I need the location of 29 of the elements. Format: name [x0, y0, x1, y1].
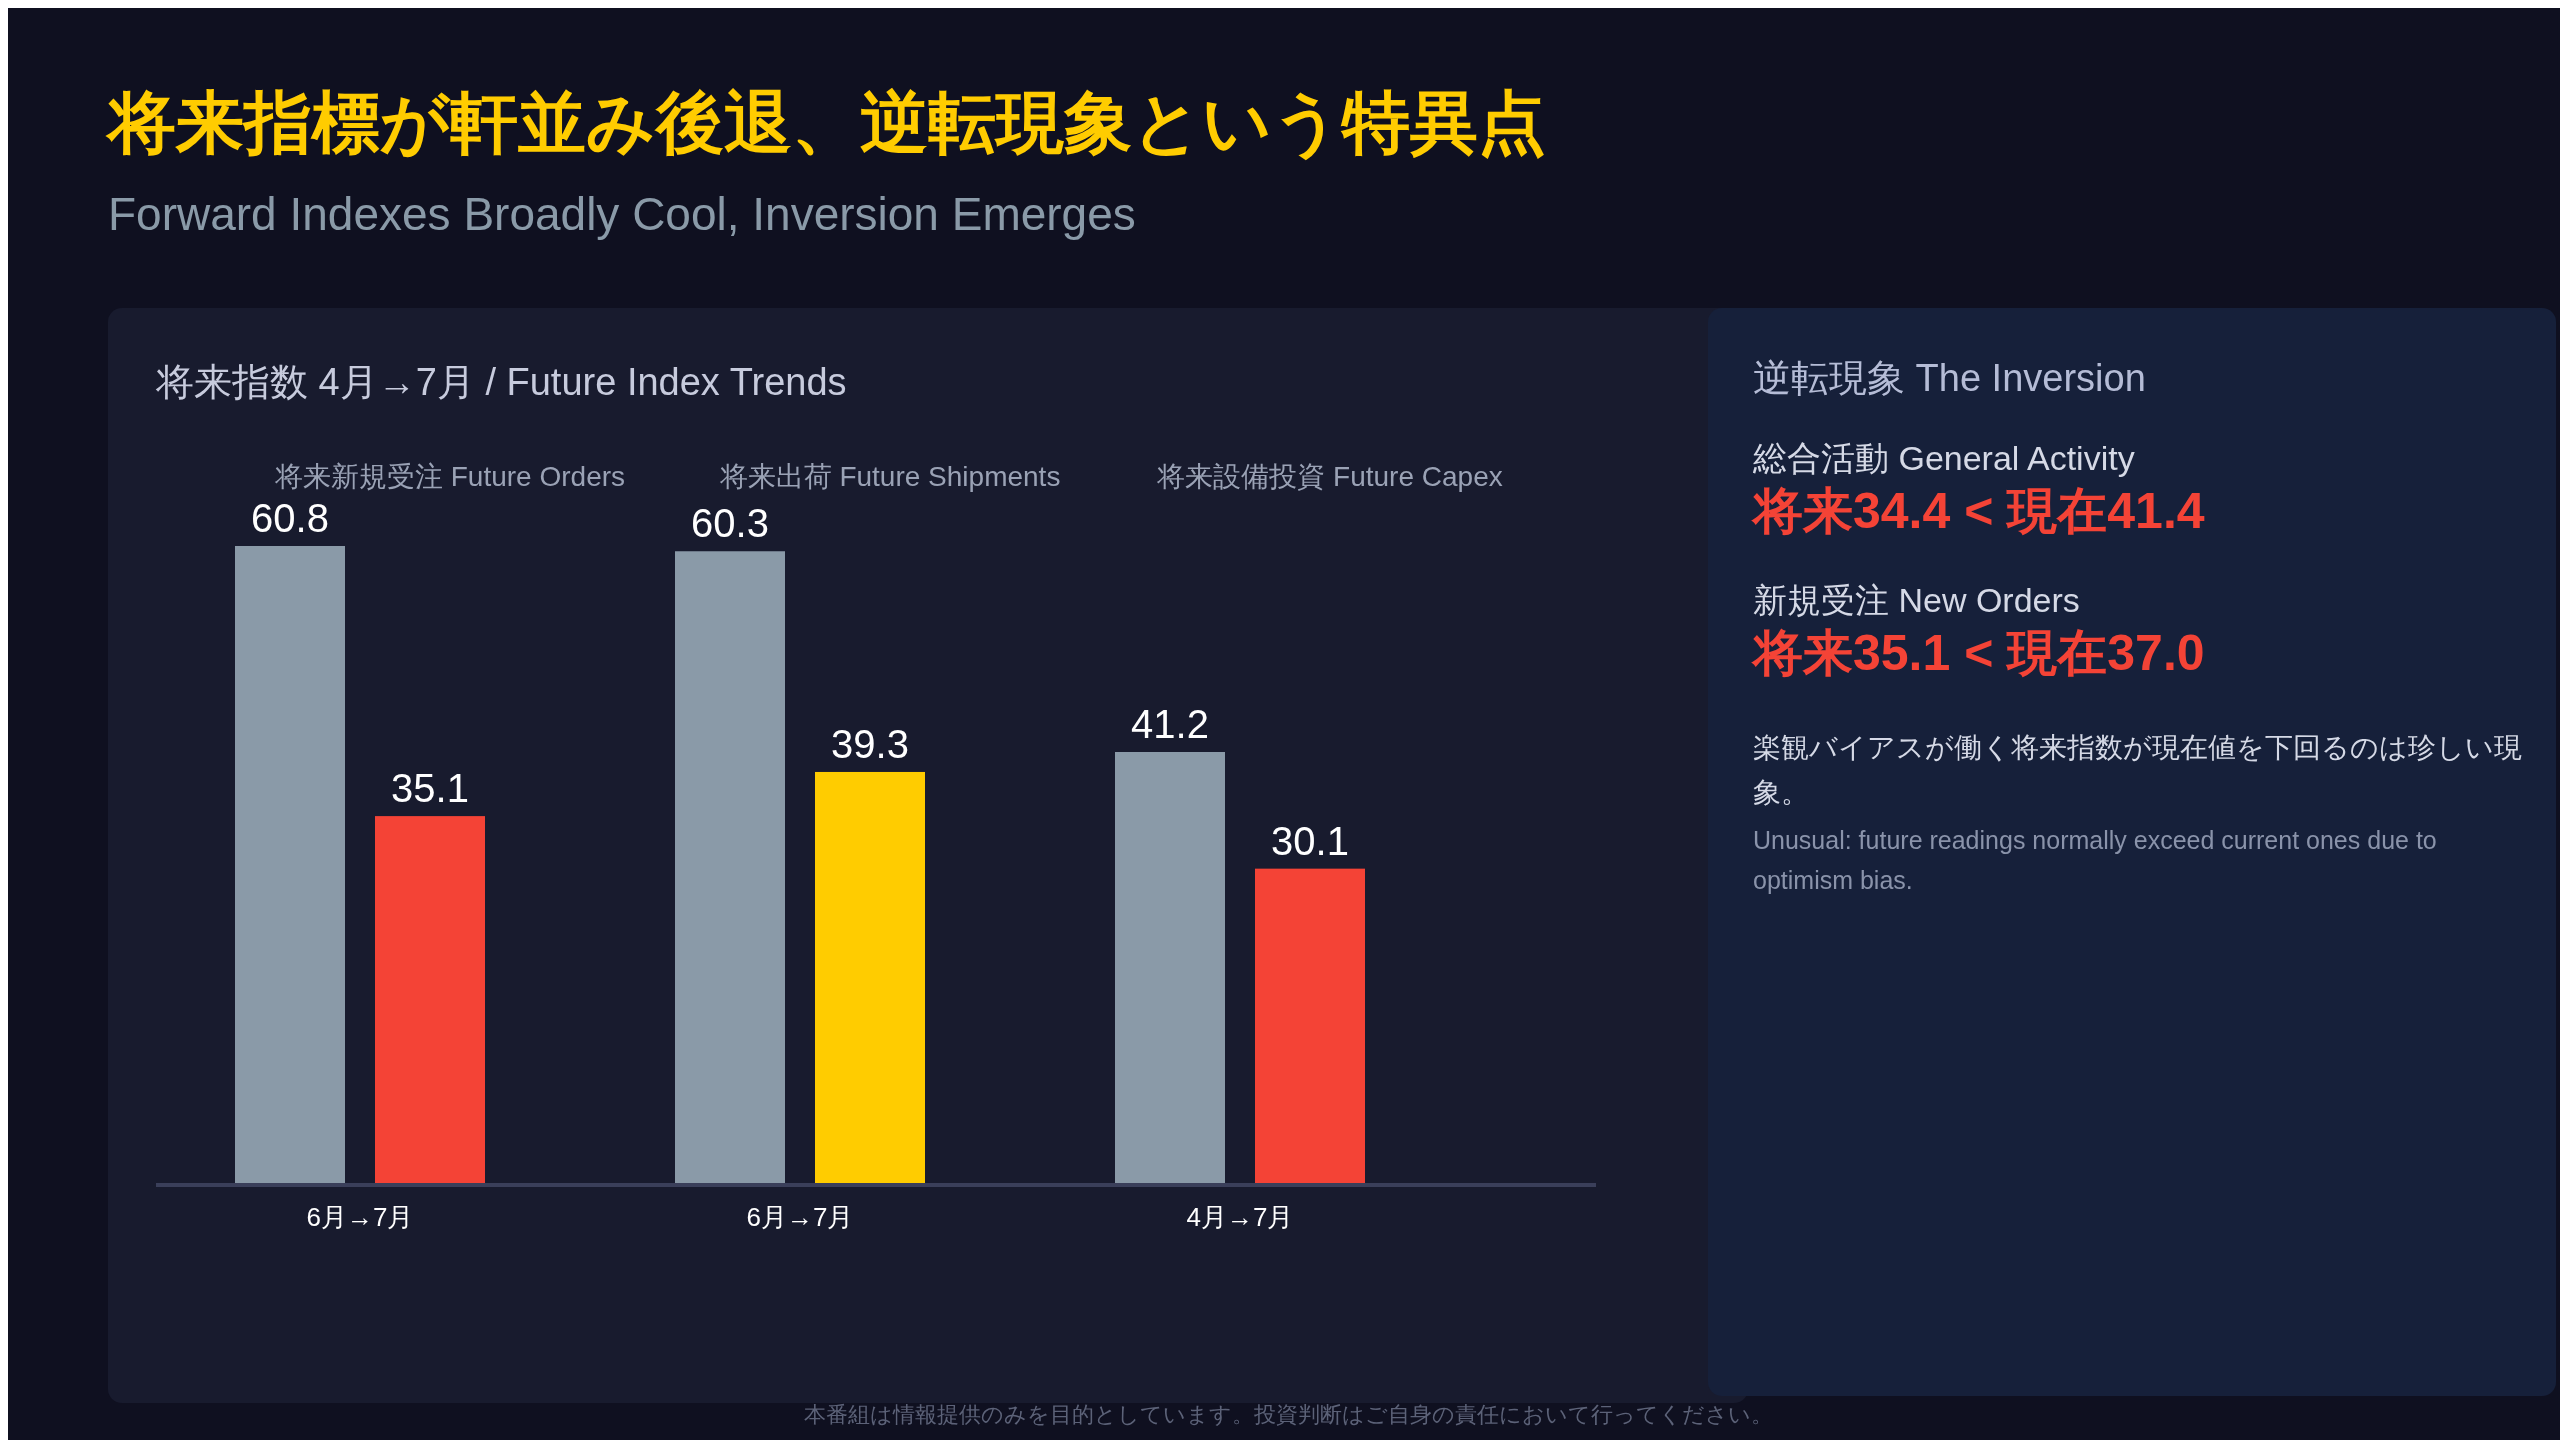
text: 本番組は情報提供のみを目的としています。投資判断はご自身の責任において行ってください。 [803, 1402, 1773, 1427]
data-label: 60.3 [691, 501, 769, 546]
text: 将来指数 4月→7月 / Future Index Trends [155, 361, 847, 403]
bar [235, 546, 345, 1185]
data-label: 39.3 [831, 721, 909, 766]
bar [1115, 751, 1225, 1185]
x-tick-label: 6月→7月 [306, 1202, 414, 1232]
data-label: 41.2 [1131, 701, 1209, 746]
text: 将来35.1 < 現在37.0 [1751, 625, 2205, 681]
chart-title: 将来指標が軒並み後退、逆転現象という特異点 [105, 84, 1546, 161]
x-tick-label: 6月→7月 [746, 1202, 854, 1232]
bar [675, 551, 785, 1185]
bar [1255, 868, 1365, 1185]
text: Unusual: future readings normally exceed current ones due to optimism bias. [1753, 825, 2438, 896]
text: 逆転現象 The Inversion [1753, 357, 2146, 399]
bar [375, 816, 485, 1185]
text: 将来新規受注 Future Orders [273, 461, 626, 492]
bar [815, 771, 925, 1185]
data-label: 30.1 [1271, 818, 1349, 863]
data-label: 35.1 [391, 766, 469, 811]
text: 総合活動 General Activity [1752, 439, 2135, 477]
data-label: 60.8 [251, 496, 329, 540]
text: 新規受注 New Orders [1753, 581, 2080, 619]
text: 将来34.4 < 現在41.4 [1751, 483, 2205, 539]
chart-subtitle: Forward Indexes Broadly Cool, Inversion Emerges [108, 188, 1136, 240]
text: 将来出荷 Future Shipments [718, 461, 1061, 492]
x-tick-label: 4月→7月 [1186, 1202, 1294, 1232]
text: 楽観バイアスが働く将来指数が現在値を下回るのは珍しい現象。 [1753, 731, 2523, 810]
text: 将来設備投資 Future Capex [1156, 461, 1503, 492]
